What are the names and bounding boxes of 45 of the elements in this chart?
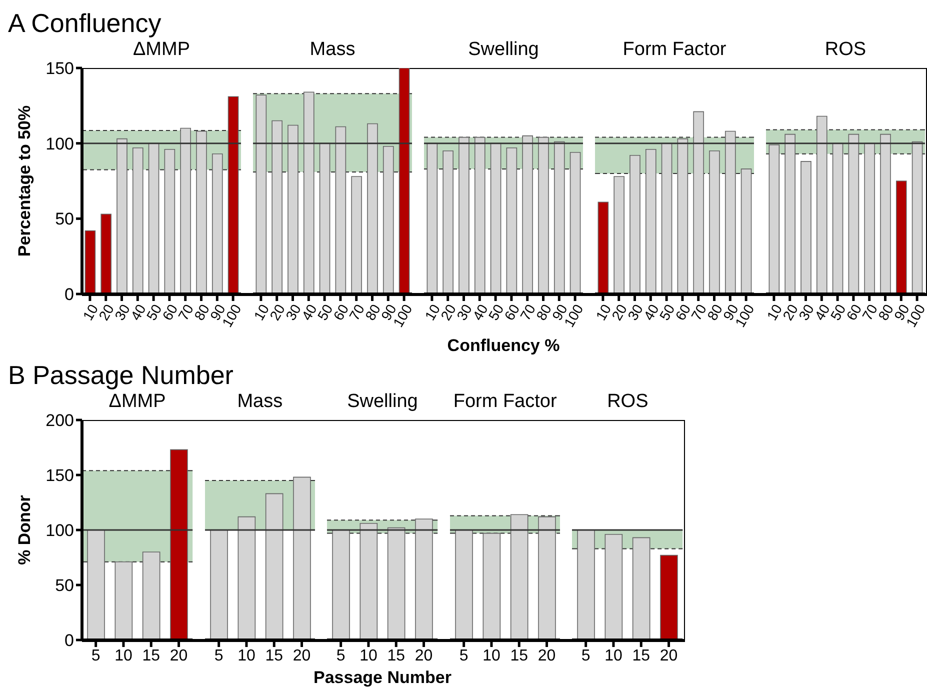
- chart-title: Swelling: [467, 38, 540, 62]
- y-tick-label: 150: [46, 466, 74, 486]
- x-tick-label: 20: [170, 647, 188, 664]
- text: B Passage Number: [8, 360, 234, 390]
- x-tick-label: 5: [459, 647, 468, 664]
- chart-title: Form Factor: [622, 38, 728, 62]
- x-tick-label: 20: [292, 647, 310, 664]
- chart-title: ΔMMP: [108, 391, 166, 412]
- x-tick-label: 15: [510, 647, 528, 664]
- x-tick-label: 10: [482, 647, 500, 664]
- chart-title: Mass: [236, 390, 284, 414]
- chart-title: ΔMMP: [132, 39, 190, 60]
- x-axis-title: Passage Number: [314, 668, 452, 688]
- x-tick-label: 20: [538, 647, 556, 664]
- chart-title: Mass: [308, 38, 356, 62]
- x-tick-label: 15: [632, 647, 650, 664]
- x-tick-label: 10: [114, 647, 132, 664]
- x-axis-title: Confluency %: [447, 336, 560, 356]
- x-tick-label: 15: [264, 647, 283, 664]
- y-tick-label: 100: [46, 134, 74, 154]
- x-tick-label: 15: [142, 647, 160, 664]
- x-tick-label: 5: [214, 647, 223, 664]
- x-tick-label: 20: [415, 647, 433, 664]
- x-tick-label: 5: [91, 647, 100, 664]
- chart-title: ROS: [824, 38, 868, 62]
- x-tick-label: 10: [237, 647, 256, 664]
- y-tick-label: 50: [55, 576, 74, 596]
- x-tick-label: 20: [660, 647, 678, 664]
- x-tick-label: 10: [604, 647, 623, 664]
- y-axis-title: % Donor: [15, 494, 34, 565]
- y-tick-label: 100: [46, 521, 74, 540]
- y-tick-label: 0: [64, 631, 74, 650]
- x-tick-label: 5: [336, 647, 346, 664]
- y-tick-label: 150: [46, 59, 74, 78]
- x-tick-label: 10: [360, 647, 378, 664]
- y-axis-title: Percentage to 50%: [15, 105, 34, 257]
- y-tick-label: 50: [55, 210, 74, 229]
- chart-title: ROS: [606, 390, 650, 414]
- x-tick-label: 15: [387, 647, 406, 664]
- text: A Confluency: [8, 8, 162, 38]
- chart-title: Form Factor: [452, 390, 558, 414]
- x-tick-label: 5: [582, 647, 591, 664]
- y-tick-label: 200: [46, 411, 74, 430]
- y-tick-label: 0: [64, 285, 74, 304]
- chart-title: Swelling: [346, 390, 419, 414]
